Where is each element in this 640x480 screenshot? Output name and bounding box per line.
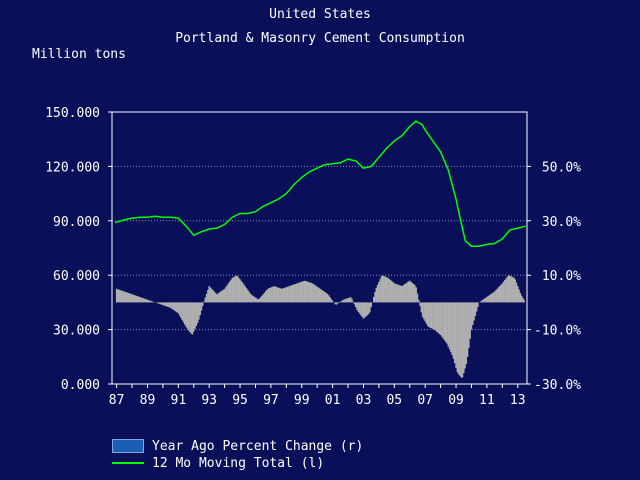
x-tick-label: 09 [448,393,464,408]
x-tick-label: 05 [386,393,402,408]
y-right-tick-label: 10.0% [542,269,581,284]
legend-swatch-line [112,462,144,464]
x-tick-label: 01 [325,393,341,408]
x-tick-label: 13 [510,393,526,408]
legend-label-moving-total: 12 Mo Moving Total (l) [152,455,325,471]
y-right-tick-label: 30.0% [542,215,581,230]
x-tick-label: 99 [294,393,310,408]
x-tick-label: 93 [201,393,217,408]
x-tick-label: 89 [140,393,156,408]
y-left-tick-label: 60.000 [53,269,100,284]
moving-total-line [114,120,526,247]
legend-item-moving-total: 12 Mo Moving Total (l) [112,455,324,471]
x-tick-label: 03 [356,393,372,408]
x-tick-label: 07 [417,393,433,408]
chart-title: United States [269,7,371,22]
x-tick-label: 97 [263,393,279,408]
y-left-tick-label: 30.000 [53,324,100,339]
x-tick-label: 11 [479,393,495,408]
y-axis-label: Million tons [32,47,126,62]
y-left-tick-label: 150.000 [45,106,100,121]
x-tick-label: 95 [232,393,248,408]
x-tick-label: 91 [171,393,187,408]
y-right-tick-label: 50.0% [542,160,581,175]
legend-label-percent-change: Year Ago Percent Change (r) [152,438,364,454]
x-tick-label: 87 [109,393,125,408]
y-left-tick-label: 0.000 [61,378,100,393]
y-left-tick-label: 120.000 [45,160,100,175]
plot-frame [111,111,528,385]
y-left-tick-label: 90.000 [53,215,100,230]
chart-subtitle: Portland & Masonry Cement Consumption [175,31,465,46]
legend-swatch-bar [112,439,144,453]
legend-item-percent-change: Year Ago Percent Change (r) [112,438,363,454]
y-right-tick-label: -30.0% [534,378,581,393]
y-right-tick-label: -10.0% [534,324,581,339]
